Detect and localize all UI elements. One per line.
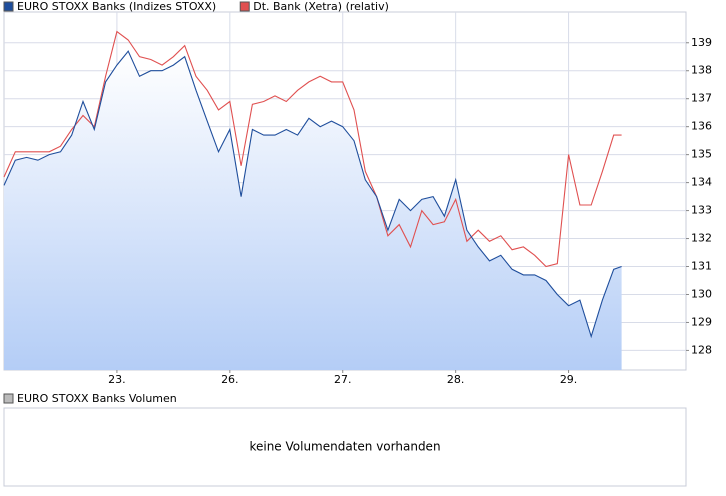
y-tick-label: 128 [691, 343, 712, 356]
y-tick-label: 134 [691, 176, 712, 189]
legend-swatch [3, 1, 14, 12]
legend-swatch [239, 1, 250, 12]
legend-label: EURO STOXX Banks (Indizes STOXX) [17, 0, 216, 13]
y-tick-label: 133 [691, 204, 712, 217]
line [3, 50, 622, 339]
x-tick-label: 27. [334, 373, 352, 386]
legend: EURO STOXX Banks (Indizes STOXX) Dt. Bank… [3, 0, 389, 13]
area [4, 51, 622, 370]
y-tick-label: 139 [691, 36, 712, 49]
y-tick-label: 132 [691, 232, 712, 245]
volume-frame [3, 407, 687, 487]
y-tick-label: 138 [691, 64, 712, 77]
line [3, 30, 622, 268]
y-tick-label: 129 [691, 315, 712, 328]
y-tick-label: 136 [691, 120, 712, 133]
volume-message: keine Volumendaten vorhanden [249, 440, 440, 454]
x-tick-label: 29. [560, 373, 578, 386]
y-tick-label: 137 [691, 92, 712, 105]
legend-label: Dt. Bank (Xetra) (relativ) [253, 0, 389, 13]
x-tick-label: 28. [447, 373, 465, 386]
x-tick-label: 23. [108, 373, 126, 386]
x-tick-label: 26. [221, 373, 239, 386]
volume-legend: EURO STOXX Banks Volumen [17, 392, 177, 405]
y-tick-label: 131 [691, 260, 712, 273]
volume-legend-swatch [3, 393, 14, 404]
y-tick-label: 130 [691, 287, 712, 300]
y-tick-label: 135 [691, 148, 712, 161]
